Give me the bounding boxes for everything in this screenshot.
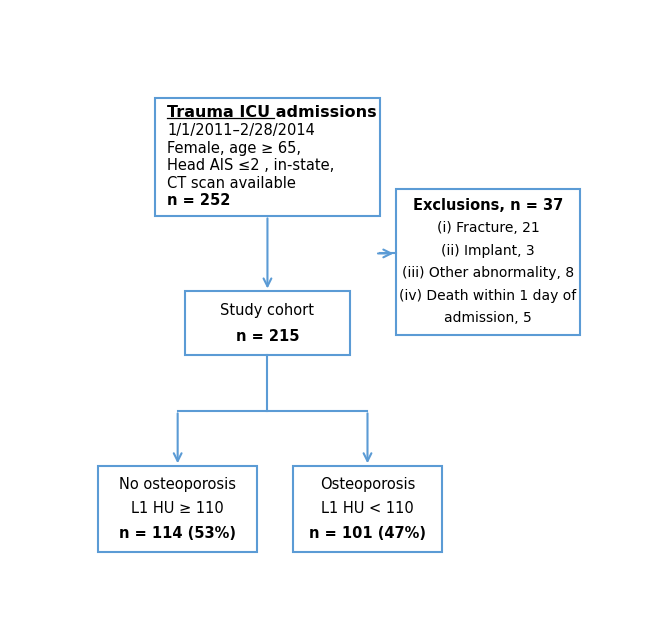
Text: (iii) Other abnormality, 8: (iii) Other abnormality, 8 [402,266,574,280]
Text: Head AIS ≤2 , in-state,: Head AIS ≤2 , in-state, [167,158,335,173]
Text: (iv) Death within 1 day of: (iv) Death within 1 day of [399,289,577,303]
FancyBboxPatch shape [293,466,442,552]
Text: Exclusions, n = 37: Exclusions, n = 37 [413,198,563,213]
Text: n = 101 (47%): n = 101 (47%) [309,526,426,541]
Text: 1/1/2011–2/28/2014: 1/1/2011–2/28/2014 [167,123,315,138]
Text: (ii) Implant, 3: (ii) Implant, 3 [442,244,535,258]
Text: n = 252: n = 252 [167,194,231,208]
Text: CT scan available: CT scan available [167,176,297,190]
Text: Trauma ICU admissions: Trauma ICU admissions [167,105,377,121]
Text: n = 215: n = 215 [236,328,299,344]
Text: L1 HU ≥ 110: L1 HU ≥ 110 [131,502,224,516]
Text: n = 114 (53%): n = 114 (53%) [119,526,236,541]
FancyBboxPatch shape [98,466,257,552]
FancyBboxPatch shape [154,98,380,215]
FancyBboxPatch shape [396,189,581,335]
Text: Study cohort: Study cohort [220,303,314,318]
Text: No osteoporosis: No osteoporosis [119,477,236,492]
Text: L1 HU < 110: L1 HU < 110 [321,502,414,516]
Text: admission, 5: admission, 5 [444,311,532,325]
Text: Female, age ≥ 65,: Female, age ≥ 65, [167,140,301,156]
Text: Osteoporosis: Osteoporosis [320,477,415,492]
FancyBboxPatch shape [185,291,350,355]
Text: (i) Fracture, 21: (i) Fracture, 21 [437,221,540,235]
